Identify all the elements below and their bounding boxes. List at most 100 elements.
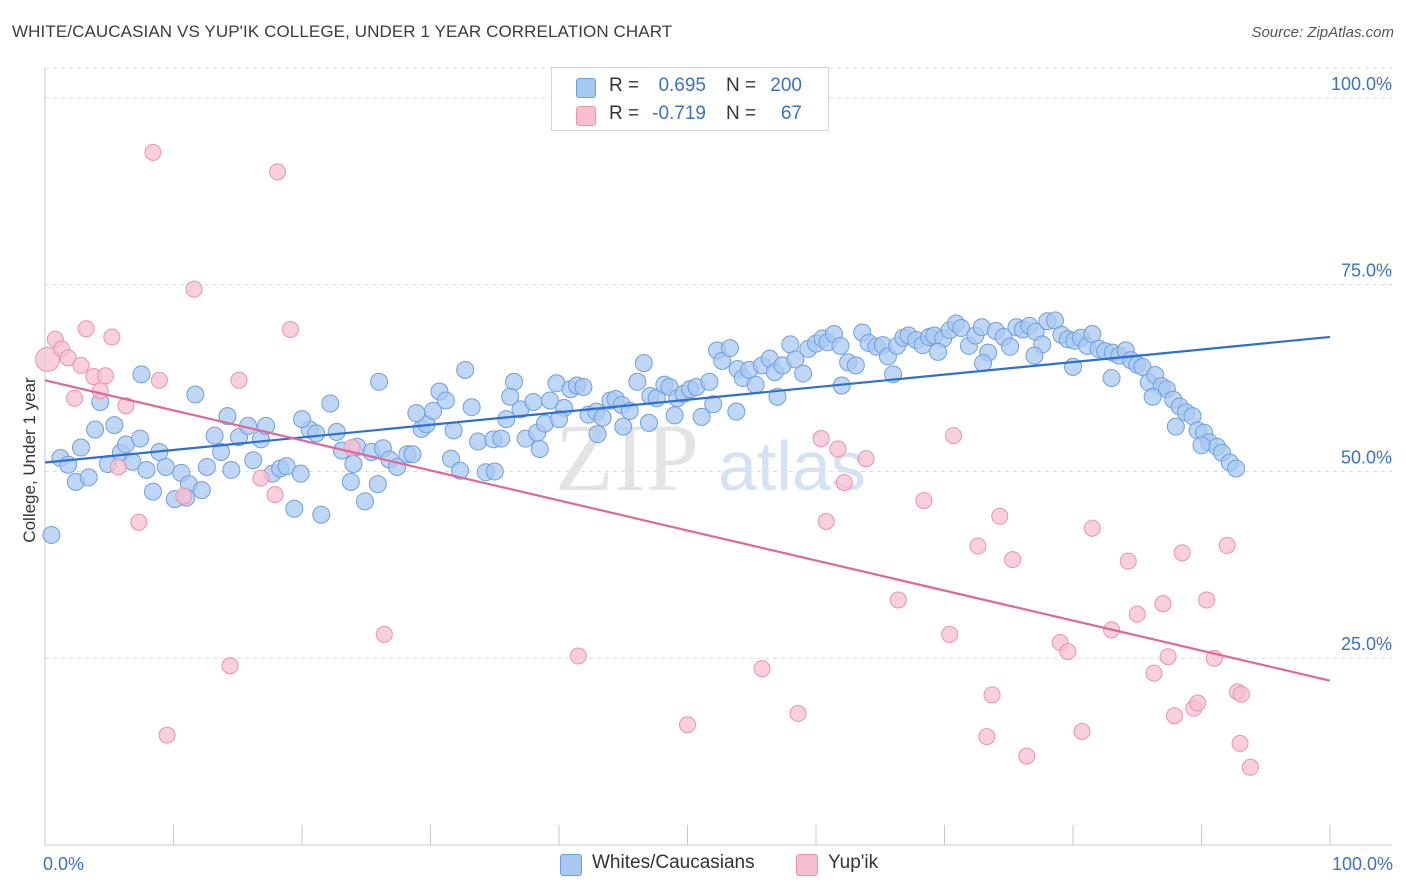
data-point-whites: [746, 375, 765, 394]
data-point-yupik: [969, 537, 987, 555]
data-point-whites: [212, 443, 231, 462]
legend-label-yupik: Yup'ik: [828, 852, 879, 873]
data-point-yupik: [1018, 747, 1036, 765]
data-point-whites: [403, 445, 422, 464]
data-point-yupik: [117, 397, 135, 415]
legend-r-value: -0.719: [652, 103, 706, 124]
data-point-yupik: [158, 726, 176, 744]
data-point-whites: [1133, 357, 1152, 376]
data-point-whites: [327, 422, 346, 441]
data-point-whites: [469, 432, 488, 451]
data-point-whites: [205, 426, 224, 445]
data-point-yupik: [569, 647, 587, 665]
data-point-whites: [628, 372, 647, 391]
data-point-whites: [285, 499, 304, 518]
data-point-yupik: [835, 474, 853, 492]
legend-n-value: 200: [770, 75, 802, 96]
data-point-yupik: [812, 430, 830, 448]
data-point-whites: [846, 356, 865, 375]
data-point-yupik: [72, 356, 90, 374]
data-point-yupik: [1004, 551, 1022, 569]
series-yupik-points: [35, 143, 1259, 776]
data-point-yupik: [1198, 591, 1216, 609]
data-point-yupik: [1231, 734, 1249, 752]
data-point-whites: [574, 378, 593, 397]
source-label: Source: ZipAtlas.com: [1251, 24, 1394, 41]
y-axis-label: College, Under 1 year: [20, 377, 39, 543]
data-point-whites: [634, 354, 653, 373]
data-point-yupik: [1083, 519, 1101, 537]
trend-line-whites: [44, 335, 1331, 464]
data-point-whites: [614, 417, 633, 436]
data-point-whites: [952, 318, 971, 337]
data-point-whites: [1083, 324, 1102, 343]
legend-n-label: N =: [726, 103, 757, 124]
data-point-yupik: [269, 163, 287, 181]
legend-r-label: R =: [609, 103, 640, 124]
data-point-yupik: [915, 492, 933, 510]
data-point-whites: [156, 457, 175, 476]
legend-n-label: N =: [726, 75, 757, 96]
data-point-whites: [131, 429, 150, 448]
data-point-whites: [42, 525, 61, 544]
data-point-whites: [444, 421, 463, 440]
data-point-yupik: [150, 371, 168, 389]
y-tick-label: 100.0%: [1331, 74, 1392, 94]
data-point-yupik: [1241, 758, 1259, 776]
data-point-yupik: [1159, 648, 1177, 666]
data-point-whites: [277, 457, 296, 476]
data-point-whites: [492, 429, 511, 448]
data-point-yupik: [266, 486, 284, 504]
data-point-whites: [436, 391, 455, 410]
data-point-whites: [541, 391, 560, 410]
data-point-whites: [218, 407, 237, 426]
data-point-yupik: [1073, 722, 1091, 740]
data-point-yupik: [375, 625, 393, 643]
watermark-atlas: atlas: [718, 427, 866, 505]
data-point-whites: [79, 468, 98, 487]
data-point-yupik: [1166, 707, 1184, 725]
data-point-yupik: [991, 507, 1009, 525]
stats-legend: R = 0.695 N = 200 R = -0.719 N = 67: [551, 67, 829, 131]
data-point-yupik: [252, 469, 270, 487]
data-point-whites: [71, 438, 90, 457]
data-point-whites: [355, 492, 374, 511]
legend-n-value: 67: [780, 103, 802, 124]
data-point-yupik: [1128, 605, 1146, 623]
data-point-whites: [132, 365, 151, 384]
data-point-yupik: [185, 280, 203, 298]
data-point-whites: [786, 350, 805, 369]
legend-label-whites: Whites/Caucasians: [592, 852, 755, 873]
y-tick-label: 50.0%: [1341, 447, 1392, 467]
data-point-yupik: [35, 346, 61, 372]
data-point-whites: [929, 342, 948, 361]
data-point-yupik: [130, 513, 148, 531]
data-point-whites: [105, 416, 124, 435]
data-point-yupik: [889, 591, 907, 609]
data-point-yupik: [175, 487, 193, 505]
data-point-whites: [86, 420, 105, 439]
y-tick-label: 25.0%: [1341, 634, 1392, 654]
data-point-yupik: [1218, 536, 1236, 554]
data-point-whites: [1102, 369, 1121, 388]
data-point-yupik: [983, 686, 1001, 704]
data-point-whites: [768, 387, 787, 406]
data-point-whites: [974, 354, 993, 373]
chart-title: WHITE/CAUCASIAN VS YUP'IK COLLEGE, UNDER…: [12, 22, 673, 41]
data-point-whites: [720, 339, 739, 358]
data-point-yupik: [96, 367, 114, 385]
data-point-yupik: [1154, 595, 1172, 613]
data-point-yupik: [817, 512, 835, 530]
data-point-whites: [485, 462, 504, 481]
data-point-yupik: [281, 320, 299, 338]
legend-row-whites: R = 0.695 N = 200: [552, 74, 828, 102]
data-point-yupik: [1119, 552, 1137, 570]
x-tick-label: 100.0%: [1332, 854, 1393, 874]
data-point-yupik: [978, 728, 996, 746]
data-point-whites: [1143, 387, 1162, 406]
data-point-whites: [497, 410, 516, 429]
legend-r-label: R =: [609, 75, 640, 96]
data-point-yupik: [221, 657, 239, 675]
data-point-whites: [186, 385, 205, 404]
